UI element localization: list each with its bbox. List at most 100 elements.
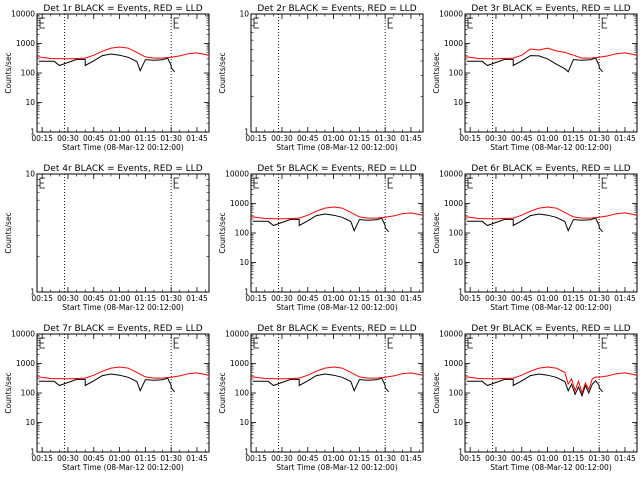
y-tick-label: 10 [25, 170, 35, 179]
x-tick-label: 01:00 [109, 294, 131, 303]
x-tick-label: 01:15 [135, 294, 157, 303]
x-tick-label: 00:15 [245, 134, 267, 143]
x-tick-label: 01:00 [323, 294, 345, 303]
y-tick-label: 10000 [439, 10, 463, 19]
e-marker-glyph [387, 177, 394, 189]
lld-series-line [36, 46, 210, 60]
x-tick-label: 01:30 [160, 294, 182, 303]
x-tick-label: 00:30 [271, 294, 293, 303]
x-tick-label: 01:30 [588, 454, 610, 463]
x-tick-label: 01:15 [349, 294, 371, 303]
x-tick-label: 00:45 [297, 294, 319, 303]
x-tick-label: 01:15 [135, 134, 157, 143]
x-tick-label: 00:30 [57, 294, 79, 303]
y-axis-label: Counts/sec [4, 52, 13, 93]
lld-series-line [464, 206, 638, 220]
x-tick-label: 00:15 [459, 134, 481, 143]
x-axis-label: Start Time (08-Mar-12 00:12:00) [62, 303, 184, 312]
events-series-line [38, 373, 175, 393]
x-tick-label: 00:45 [83, 294, 105, 303]
y-tick-label: 10000 [225, 170, 249, 179]
y-tick-label: 10 [453, 258, 463, 267]
x-tick-label: 01:15 [563, 454, 585, 463]
chart-title: Det 9r BLACK = Events, RED = LLD [471, 324, 630, 334]
y-tick-label: 1 [30, 288, 35, 297]
y-axis-label: Counts/sec [4, 212, 13, 253]
lld-series-line [36, 366, 210, 380]
x-tick-label: 01:45 [400, 454, 422, 463]
x-tick-label: 00:30 [485, 134, 507, 143]
chart-panel: Det 1r BLACK = Events, RED = LLD 1 10 100 10… [4, 4, 210, 152]
chart-panel: Det 3r BLACK = Events, RED = LLD 1 10 100 10… [432, 4, 638, 152]
x-tick-label: 01:45 [186, 294, 208, 303]
x-tick-label: 00:45 [83, 454, 105, 463]
chart-panel: Det 6r BLACK = Events, RED = LLD 1 10 100 10… [432, 164, 638, 312]
x-tick-label: 01:15 [135, 454, 157, 463]
x-axis-label: Start Time (08-Mar-12 00:12:00) [490, 143, 612, 152]
y-axis-label: Counts/sec [218, 372, 227, 413]
y-tick-label: 1 [244, 128, 249, 137]
y-axis-label: Counts/sec [432, 372, 441, 413]
chart-title: Det 7r BLACK = Events, RED = LLD [43, 324, 202, 334]
y-axis-label: Counts/sec [218, 212, 227, 253]
y-tick-label: 10000 [439, 170, 463, 179]
x-tick-label: 01:30 [374, 294, 396, 303]
events-series-line [466, 373, 603, 398]
x-tick-label: 00:30 [271, 134, 293, 143]
x-axis-label: Start Time (08-Mar-12 00:12:00) [276, 143, 398, 152]
e-marker-glyph [173, 177, 180, 189]
plot-frame [250, 333, 424, 453]
y-tick-label: 100 [449, 69, 464, 78]
y-tick-label: 100 [449, 229, 464, 238]
y-tick-label: 100 [449, 389, 464, 398]
y-axis-label: Counts/sec [218, 52, 227, 93]
x-tick-label: 01:45 [186, 134, 208, 143]
x-tick-label: 00:30 [271, 454, 293, 463]
e-marker-glyph [601, 177, 608, 189]
x-axis-label: Start Time (08-Mar-12 00:12:00) [490, 463, 612, 472]
x-tick-label: 01:15 [349, 454, 371, 463]
e-marker-glyph [39, 177, 45, 189]
chart-title: Det 2r BLACK = Events, RED = LLD [257, 4, 416, 14]
x-tick-label: 01:30 [160, 134, 182, 143]
y-tick-label: 100 [235, 389, 250, 398]
chart-panel: Det 7r BLACK = Events, RED = LLD 1 10 100 10… [4, 324, 210, 472]
y-tick-label: 1 [458, 128, 463, 137]
e-marker-glyph [253, 337, 259, 349]
plot-frame [36, 173, 210, 293]
x-tick-label: 00:45 [83, 134, 105, 143]
x-tick-label: 00:15 [459, 454, 481, 463]
y-axis-label: Counts/sec [4, 372, 13, 413]
x-axis-label: Start Time (08-Mar-12 00:12:00) [490, 303, 612, 312]
y-tick-label: 1000 [230, 359, 249, 368]
y-tick-label: 10 [25, 418, 35, 427]
chart-panel: Det 5r BLACK = Events, RED = LLD 1 10 100 10… [218, 164, 424, 312]
x-tick-label: 01:15 [563, 294, 585, 303]
e-marker-glyph [601, 17, 608, 29]
y-tick-label: 1 [244, 288, 249, 297]
x-tick-label: 01:45 [614, 294, 636, 303]
x-tick-label: 00:15 [31, 454, 53, 463]
y-axis-label: Counts/sec [432, 212, 441, 253]
y-tick-label: 10 [453, 98, 463, 107]
y-tick-label: 1000 [444, 39, 463, 48]
x-tick-label: 01:30 [588, 294, 610, 303]
x-tick-label: 01:00 [323, 134, 345, 143]
lld-series-line [250, 366, 424, 380]
x-tick-label: 00:30 [57, 134, 79, 143]
y-tick-label: 10 [25, 98, 35, 107]
y-tick-label: 100 [21, 69, 36, 78]
y-tick-label: 1 [458, 448, 463, 457]
y-tick-label: 1000 [444, 359, 463, 368]
chart-title: Det 3r BLACK = Events, RED = LLD [471, 4, 630, 14]
x-axis-label: Start Time (08-Mar-12 00:12:00) [62, 143, 184, 152]
x-tick-label: 01:45 [186, 454, 208, 463]
x-tick-label: 01:30 [160, 454, 182, 463]
e-marker-glyph [467, 337, 473, 349]
lld-series-line [464, 366, 638, 395]
x-tick-label: 01:45 [614, 454, 636, 463]
e-marker-glyph [253, 17, 259, 29]
y-tick-label: 10000 [439, 330, 463, 339]
y-tick-label: 100 [21, 389, 36, 398]
